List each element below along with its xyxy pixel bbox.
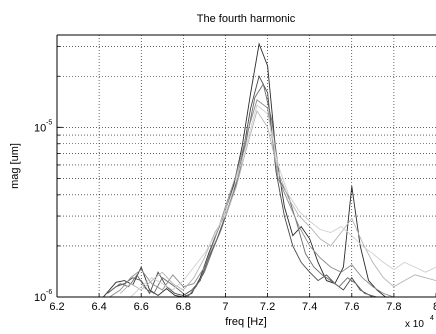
- y-axis-label: mag [um]: [9, 143, 21, 189]
- x-tick-label: 7.4: [302, 301, 317, 313]
- x-scale-label: x 10: [405, 319, 424, 329]
- x-axis-label: freq [Hz]: [225, 316, 267, 328]
- x-tick-label: 7.8: [386, 301, 401, 313]
- x-tick-label: 6.8: [176, 301, 191, 313]
- x-tick-label: 6.2: [49, 301, 64, 313]
- x-tick-label: 7.6: [344, 301, 359, 313]
- series-line-2: [107, 74, 374, 297]
- frame-layer: [56, 34, 436, 298]
- chart-title: The fourth harmonic: [197, 13, 296, 25]
- x-tick-label: 6.6: [134, 301, 149, 313]
- series-line-6: [130, 104, 436, 297]
- grid-layer: [57, 35, 436, 297]
- y-tick-label: 10: [34, 292, 46, 304]
- series-line-3: [111, 82, 378, 297]
- x-tick-label: 7.2: [260, 301, 275, 313]
- series-line-1: [102, 42, 386, 297]
- y-tick-label-exponent: -6: [46, 289, 52, 296]
- x-tick-label: 7: [222, 301, 228, 313]
- y-tick-label: 10: [34, 122, 46, 134]
- x-tick-label: 8: [433, 301, 436, 313]
- x-scale-exponent: 4: [430, 315, 434, 322]
- x-tick-label: 6.4: [91, 301, 106, 313]
- series-line-4: [109, 99, 395, 297]
- series-line-5: [119, 109, 436, 294]
- tick-layer: 6.26.46.66.877.27.47.67.8810-610-5: [34, 45, 436, 313]
- series-layer: [102, 42, 436, 297]
- y-tick-label-exponent: -5: [46, 119, 52, 126]
- x-scale-factor: x 10 4: [405, 315, 434, 330]
